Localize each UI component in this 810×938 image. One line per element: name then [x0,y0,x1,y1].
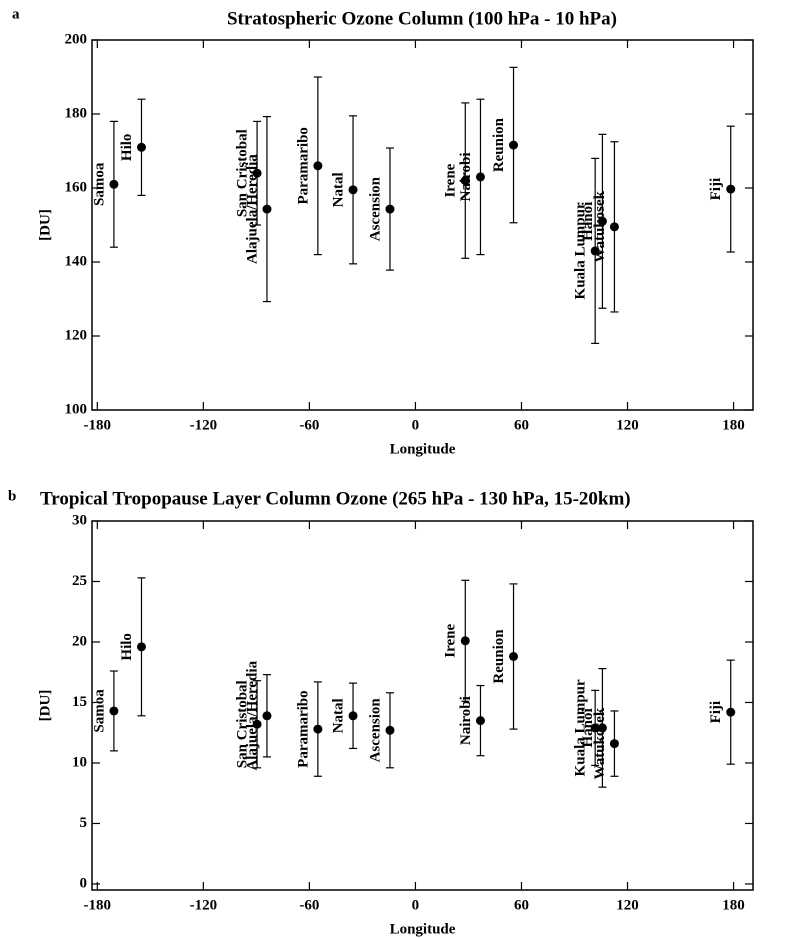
station-label: Ascension [367,698,383,763]
x-tick-label: -120 [190,417,218,433]
station-label: Reunion [491,629,507,684]
station-label: Hanoi [580,202,596,241]
station-label: Nairobi [458,152,474,201]
y-axis-label: [DU] [37,209,53,241]
station-label: Fiji [708,178,724,201]
x-tick-label: 60 [514,897,529,913]
data-point [590,723,600,733]
station-label: Alajuela/Heredia [244,660,260,770]
x-axis-label: Longitude [390,921,456,937]
station-label: Paramaribo [295,690,311,767]
data-point [597,216,607,226]
station-label: Irene [443,623,459,657]
station-label: Alajuela/Heredia [244,154,260,264]
data-point [509,140,519,150]
panel-label: a [12,6,20,22]
y-tick-label: 140 [65,253,88,269]
station-label: Kuala Lumpur [573,202,589,299]
data-point [252,719,262,729]
data-point [609,222,619,232]
x-tick-label: 120 [616,897,639,913]
x-tick-label: -180 [84,417,112,433]
x-tick-label: -180 [84,897,112,913]
station-label: Ascension [367,176,383,241]
data-point [262,711,272,721]
data-point [460,636,470,646]
data-point [385,725,395,735]
data-point [475,716,485,726]
data-point [262,204,272,214]
data-point [726,707,736,717]
data-point [252,168,262,178]
x-tick-label: -60 [299,417,319,433]
y-tick-label: 20 [72,633,87,649]
y-tick-label: 180 [65,105,88,121]
station-label: Fiji [708,701,724,724]
y-tick-label: 30 [72,512,87,528]
y-tick-label: 5 [80,815,88,831]
station-label: Hilo [119,633,135,661]
panel-label: b [8,488,16,504]
data-point [385,204,395,214]
station-label: Reunion [491,117,507,172]
y-tick-label: 160 [65,179,88,195]
station-label: Natal [330,172,346,207]
y-tick-label: 25 [72,573,87,589]
chart-title: Tropical Tropopause Layer Column Ozone (… [40,488,631,509]
x-tick-label: 60 [514,417,529,433]
data-point [348,185,358,195]
x-tick-label: 120 [616,417,639,433]
station-label: Samoa [91,162,107,206]
data-point [109,706,119,716]
station-label: Watukosek [592,707,608,779]
station-label: Samoa [91,689,107,733]
plot-frame [91,520,754,891]
data-point [597,723,607,733]
data-point [109,179,119,189]
station-label: Hanoi [580,708,596,747]
data-point [136,142,146,152]
data-point [313,724,323,734]
y-tick-label: 15 [72,694,87,710]
station-label: Nairobi [458,696,474,745]
x-tick-label: -60 [299,897,319,913]
x-tick-label: -120 [190,897,218,913]
x-tick-label: 0 [412,897,420,913]
x-axis-label: Longitude [390,441,456,457]
data-point [348,711,358,721]
plot-frame [91,39,754,411]
y-axis-label: [DU] [37,690,53,722]
station-label: Hilo [119,134,135,162]
data-point [590,246,600,256]
chart-title: Stratospheric Ozone Column (100 hPa - 10… [227,8,617,29]
station-label: Paramaribo [295,127,311,204]
station-label: Watukosek [592,190,608,262]
data-point [136,642,146,652]
data-point [475,172,485,182]
x-tick-label: 0 [412,417,420,433]
y-tick-label: 10 [72,754,87,770]
station-label: San Cristobal [235,680,251,768]
y-tick-label: 100 [65,401,88,417]
y-tick-label: 200 [65,31,88,47]
station-label: Irene [443,163,459,197]
data-point [460,176,470,186]
x-tick-label: 180 [722,897,745,913]
data-point [313,161,323,171]
station-label: Natal [330,698,346,733]
x-tick-label: 180 [722,417,745,433]
data-point [609,739,619,749]
y-tick-label: 120 [65,327,88,343]
station-label: San Cristobal [235,129,251,217]
y-tick-label: 0 [80,875,88,891]
data-point [726,184,736,194]
data-point [509,652,519,662]
station-label: Kuala Lumpur [573,679,589,776]
